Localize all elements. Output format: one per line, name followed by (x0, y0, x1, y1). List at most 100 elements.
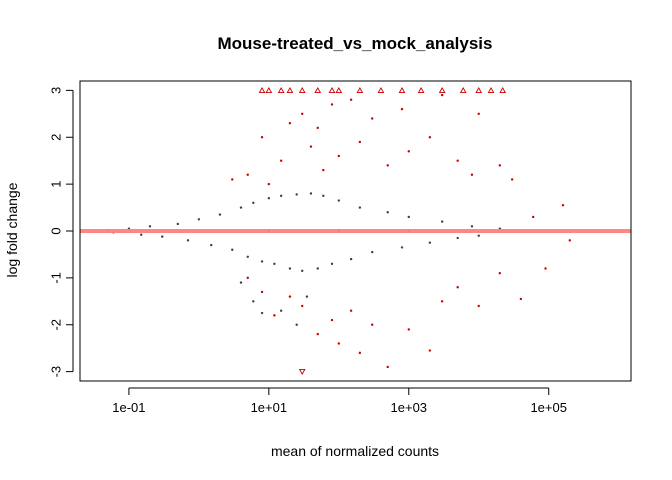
significant-gene-point (519, 297, 523, 301)
gene-point (148, 225, 152, 228)
y-tick-label: 0 (49, 227, 64, 234)
significant-gene-point (440, 300, 444, 303)
gene-point (440, 220, 444, 223)
significant-gene-point (322, 168, 325, 172)
chart-title: Mouse-treated_vs_mock_analysis (218, 34, 493, 53)
capped-point-up (377, 87, 385, 94)
significant-gene-point (231, 178, 234, 181)
significant-gene-point (349, 98, 353, 101)
x-tick-label: 1e+05 (530, 400, 567, 415)
significant-gene-point (358, 140, 362, 144)
gene-point (252, 201, 255, 205)
gene-point (477, 234, 480, 237)
significant-gene-point (510, 178, 514, 181)
capped-point-up (335, 87, 343, 94)
gene-point (218, 213, 222, 216)
significant-gene-point (428, 136, 432, 139)
gene-point (186, 239, 190, 242)
capped-point-up (277, 87, 285, 94)
significant-gene-point (273, 314, 276, 317)
y-tick-label: 3 (49, 87, 64, 94)
significant-gene-point (349, 309, 353, 312)
capped-point-up (499, 87, 507, 94)
gene-point (267, 196, 271, 200)
significant-gene-point (260, 290, 264, 294)
y-tick-label: 2 (49, 134, 64, 141)
gene-point (295, 323, 298, 326)
capped-point-up (438, 87, 446, 94)
gene-point (305, 295, 309, 298)
significant-gene-point (477, 304, 480, 308)
gene-point (295, 193, 298, 196)
significant-gene-point (288, 295, 292, 298)
capped-point-up (314, 87, 322, 94)
gene-point (428, 241, 432, 244)
significant-gene-point (386, 365, 389, 369)
gene-point (252, 300, 255, 303)
x-tick-label: 1e+01 (251, 400, 288, 415)
significant-gene-point (477, 112, 480, 116)
significant-gene-point (260, 136, 264, 139)
points-layer (106, 87, 571, 375)
plot-frame (79, 80, 632, 382)
gene-point (301, 269, 304, 273)
significant-gene-point (531, 215, 535, 219)
capped-point-up (286, 87, 294, 94)
gene-point (370, 250, 374, 254)
gene-point (239, 206, 243, 209)
gene-point (337, 199, 341, 202)
significant-gene-point (301, 304, 304, 308)
significant-gene-point (316, 332, 319, 336)
significant-gene-point (309, 145, 313, 148)
significant-gene-point (456, 159, 459, 162)
significant-gene-point (386, 164, 389, 167)
significant-gene-point (267, 182, 271, 186)
y-axis: -3 -2 -1 0 1 2 3 (49, 87, 74, 377)
y-tick-label: 1 (49, 181, 64, 188)
significant-gene-point (288, 121, 292, 125)
gene-point (386, 211, 389, 214)
gene-point (407, 215, 410, 219)
capped-point-up (298, 87, 306, 94)
significant-gene-point (428, 349, 432, 352)
gene-point (358, 206, 362, 209)
significant-gene-point (316, 126, 319, 130)
gene-point (330, 262, 334, 266)
significant-gene-point (440, 93, 444, 97)
gene-point (176, 222, 180, 226)
capped-point-up (258, 87, 266, 94)
significant-gene-point (370, 117, 374, 120)
gene-point (322, 194, 325, 198)
significant-gene-point (370, 323, 374, 326)
significant-gene-point (456, 286, 459, 289)
significant-gene-point (330, 318, 334, 322)
gene-point (209, 243, 213, 247)
x-tick-label: 1e-01 (112, 400, 145, 415)
gene-point (260, 311, 264, 315)
significant-gene-point (337, 154, 341, 158)
capped-point-up (459, 87, 467, 94)
gene-point (231, 248, 234, 251)
gene-point (273, 262, 276, 266)
gene-point (197, 218, 201, 221)
significant-gene-point (330, 103, 334, 106)
capped-point-up (356, 87, 364, 94)
gene-point (349, 257, 353, 261)
gene-point (161, 235, 164, 238)
significant-gene-point (498, 271, 502, 275)
significant-gene-point (279, 159, 283, 162)
gene-point (246, 255, 249, 258)
significant-gene-point (400, 107, 404, 111)
gene-point (279, 309, 283, 312)
y-tick-label: -1 (49, 272, 64, 284)
gene-point (316, 267, 319, 270)
significant-gene-point (568, 239, 571, 242)
significant-gene-point (358, 351, 362, 355)
capped-point-up (487, 87, 495, 94)
x-axis: 1e-01 1e+01 1e+03 1e+05 (112, 387, 567, 415)
gene-point (140, 233, 143, 236)
capped-point-up (265, 87, 273, 94)
gene-point (288, 267, 292, 270)
significant-gene-point (246, 173, 249, 176)
